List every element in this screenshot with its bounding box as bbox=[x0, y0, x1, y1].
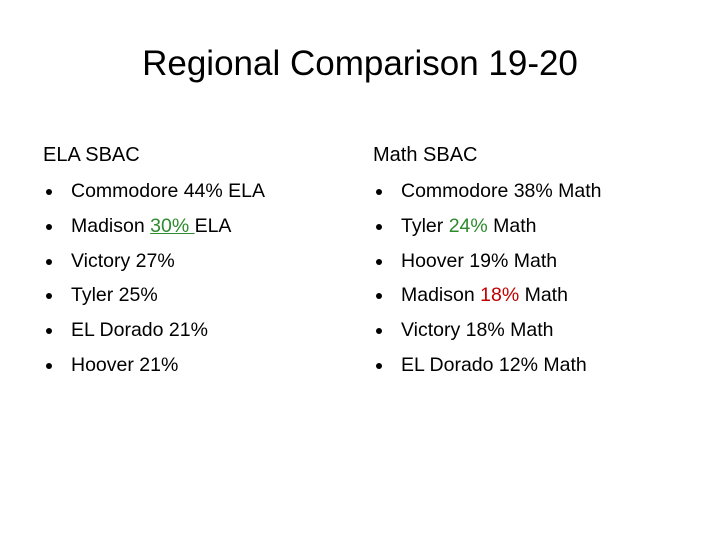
bullet-item: Madison 18% Math bbox=[373, 278, 602, 313]
bullet bbox=[376, 258, 382, 265]
bullet bbox=[46, 258, 52, 265]
item-text: Madison bbox=[71, 214, 151, 237]
bullet-list: Commodore 44% ELA Madison 30% ELA Victory … bbox=[43, 174, 265, 383]
column: ELA SBAC Commodore 44% ELA Madison 30% EL… bbox=[43, 140, 265, 383]
item-text: ELA bbox=[194, 214, 232, 237]
item-text: Commodore 44% ELA bbox=[71, 180, 266, 202]
item-text: Victory 18% Math bbox=[401, 319, 554, 342]
slide-title: Regional Comparison 19-20 bbox=[142, 44, 578, 83]
item-text: Math bbox=[487, 214, 537, 237]
bullet bbox=[376, 189, 382, 195]
bullet-item: Victory 18% Math bbox=[373, 313, 602, 348]
bullet bbox=[46, 189, 52, 195]
item-text: Hoover 19% Math bbox=[401, 249, 558, 272]
column: Math SBAC Commodore 38% Math Tyler 24% Ma… bbox=[373, 140, 602, 383]
bullet bbox=[46, 362, 52, 369]
bullet bbox=[46, 328, 52, 335]
bullet bbox=[376, 328, 382, 335]
item-text: 18% bbox=[480, 284, 520, 307]
bullet-item: Tyler 24% Math bbox=[373, 209, 602, 244]
bullet bbox=[46, 223, 52, 230]
bullet bbox=[376, 223, 382, 230]
bullet-item: Madison 30% ELA bbox=[43, 209, 265, 244]
item-text: Victory 27% bbox=[71, 249, 175, 272]
bullet-item: Commodore 38% Math bbox=[373, 174, 602, 209]
bullet-item: EL Dorado 12% Math bbox=[373, 348, 602, 383]
bullet-item: Hoover 21% bbox=[43, 348, 265, 383]
bullet bbox=[46, 293, 52, 300]
bullet-item: Tyler 25% bbox=[43, 278, 265, 313]
item-text: 24% bbox=[448, 214, 488, 237]
item-text: Madison bbox=[401, 284, 481, 307]
item-text: 30% bbox=[150, 214, 195, 237]
item-text: Tyler 25% bbox=[71, 284, 158, 307]
bullet-item: EL Dorado 21% bbox=[43, 313, 265, 348]
item-text: Hoover 21% bbox=[71, 353, 179, 376]
bullet-item: Commodore 44% ELA bbox=[43, 174, 265, 209]
column-heading: Math SBAC bbox=[373, 144, 478, 166]
item-text: Math bbox=[519, 284, 568, 307]
bullet-list: Commodore 38% Math Tyler 24% Math Hoover 1… bbox=[373, 174, 602, 383]
item-text: Tyler bbox=[401, 214, 449, 237]
item-text: Commodore 38% Math bbox=[401, 180, 602, 202]
column-heading: ELA SBAC bbox=[43, 144, 140, 166]
bullet bbox=[376, 362, 382, 369]
item-text: EL Dorado 21% bbox=[71, 319, 208, 342]
bullet bbox=[376, 293, 382, 300]
item-text: EL Dorado 12% Math bbox=[401, 353, 587, 376]
bullet-item: Hoover 19% Math bbox=[373, 244, 602, 279]
bullet-item: Victory 27% bbox=[43, 244, 265, 279]
